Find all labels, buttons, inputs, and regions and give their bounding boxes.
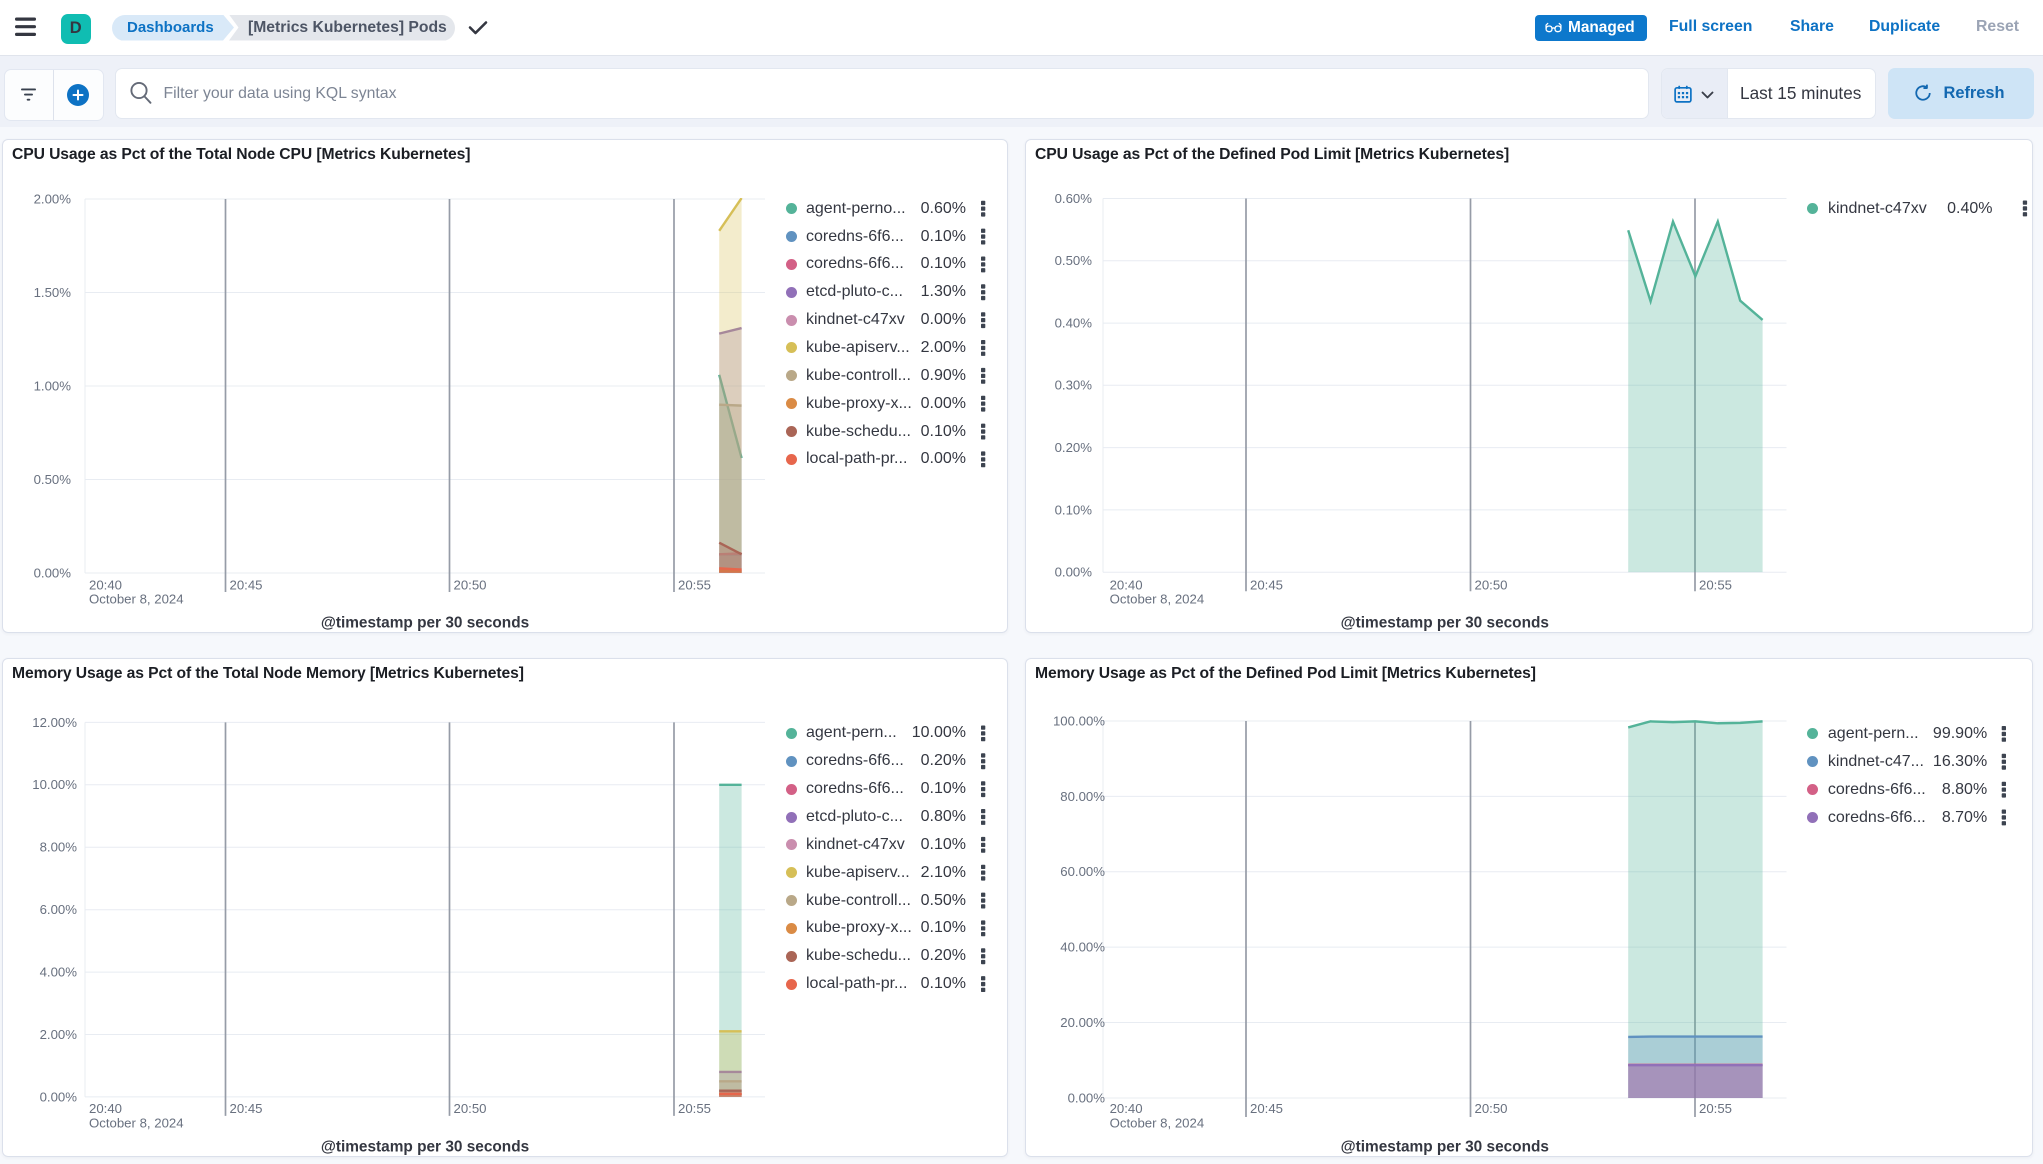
svg-text:100.00%: 100.00% [1053, 713, 1105, 728]
svg-text:12.00%: 12.00% [32, 715, 77, 730]
svg-text:0.00%: 0.00% [1068, 1090, 1106, 1105]
svg-text:20:40: 20:40 [1110, 577, 1143, 592]
svg-text:October 8, 2024: October 8, 2024 [89, 1115, 184, 1130]
svg-text:20:50: 20:50 [1475, 1101, 1508, 1116]
svg-text:0.00%: 0.00% [1055, 565, 1093, 580]
svg-text:20:40: 20:40 [89, 577, 122, 592]
svg-text:October 8, 2024: October 8, 2024 [89, 592, 184, 607]
svg-text:1.50%: 1.50% [34, 285, 72, 300]
svg-text:20:55: 20:55 [1699, 577, 1732, 592]
svg-text:0.00%: 0.00% [40, 1089, 78, 1104]
svg-text:20:55: 20:55 [1699, 1101, 1732, 1116]
svg-text:1.00%: 1.00% [34, 378, 72, 393]
svg-text:2.00%: 2.00% [34, 191, 72, 206]
svg-text:20:45: 20:45 [230, 1101, 263, 1116]
svg-text:20.00%: 20.00% [1060, 1015, 1105, 1030]
svg-text:20:50: 20:50 [454, 577, 487, 592]
svg-text:0.10%: 0.10% [1055, 502, 1093, 517]
svg-text:@timestamp per 30 seconds: @timestamp per 30 seconds [1341, 1139, 1549, 1156]
svg-text:@timestamp per 30 seconds: @timestamp per 30 seconds [1341, 615, 1549, 632]
svg-text:10.00%: 10.00% [32, 777, 77, 792]
svg-text:20:45: 20:45 [1250, 1101, 1283, 1116]
svg-text:October 8, 2024: October 8, 2024 [1110, 592, 1205, 607]
svg-text:0.50%: 0.50% [34, 472, 72, 487]
svg-text:6.00%: 6.00% [40, 902, 78, 917]
svg-text:0.50%: 0.50% [1055, 253, 1093, 268]
svg-text:@timestamp per 30 seconds: @timestamp per 30 seconds [321, 615, 529, 632]
svg-text:4.00%: 4.00% [40, 965, 78, 980]
svg-text:20:40: 20:40 [1110, 1101, 1143, 1116]
svg-text:80.00%: 80.00% [1060, 789, 1105, 804]
svg-text:0.20%: 0.20% [1055, 440, 1093, 455]
svg-text:2.00%: 2.00% [40, 1027, 78, 1042]
svg-text:20:50: 20:50 [1475, 577, 1508, 592]
svg-text:60.00%: 60.00% [1060, 864, 1105, 879]
svg-text:0.40%: 0.40% [1055, 316, 1093, 331]
svg-text:0.00%: 0.00% [34, 565, 72, 580]
svg-text:20:50: 20:50 [454, 1101, 487, 1116]
svg-text:20:45: 20:45 [230, 577, 263, 592]
svg-text:@timestamp per 30 seconds: @timestamp per 30 seconds [321, 1139, 529, 1156]
svg-text:0.60%: 0.60% [1055, 191, 1093, 206]
svg-text:20:55: 20:55 [678, 1101, 711, 1116]
svg-text:20:45: 20:45 [1250, 577, 1283, 592]
svg-text:October 8, 2024: October 8, 2024 [1110, 1115, 1205, 1130]
svg-text:20:40: 20:40 [89, 1101, 122, 1116]
svg-text:20:55: 20:55 [678, 577, 711, 592]
svg-text:8.00%: 8.00% [40, 840, 78, 855]
svg-text:40.00%: 40.00% [1060, 940, 1105, 955]
svg-text:0.30%: 0.30% [1055, 378, 1093, 393]
